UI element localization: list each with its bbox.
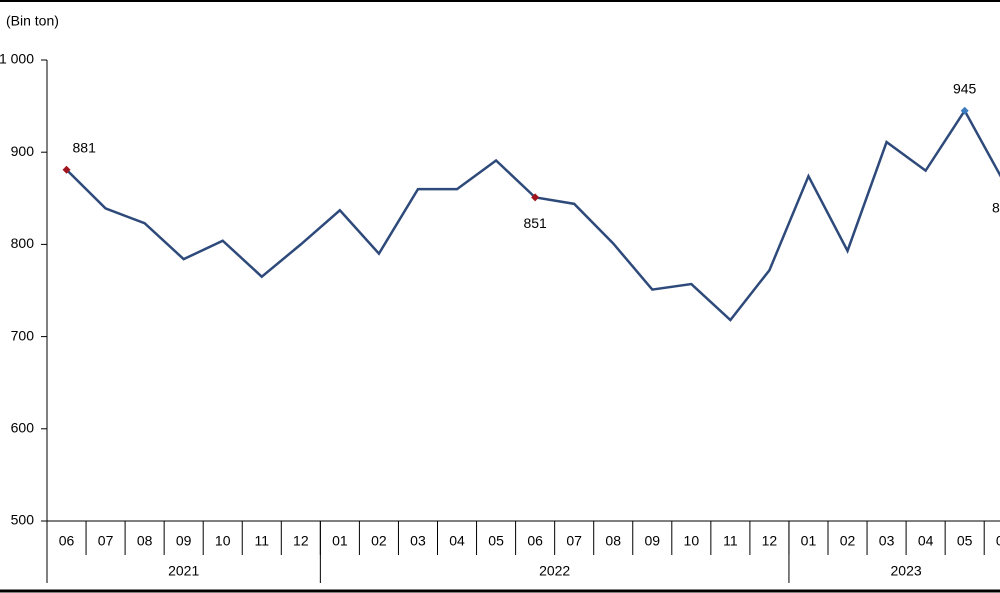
- point-marker: [62, 165, 71, 174]
- y-tick-label: 900: [11, 143, 35, 159]
- x-tick-label: 06: [996, 533, 1000, 549]
- point-marker: [531, 193, 540, 202]
- y-tick-label: 500: [11, 512, 35, 528]
- x-tick-label: 02: [371, 533, 387, 549]
- x-tick-label: 09: [644, 533, 660, 549]
- y-tick-label: 800: [11, 235, 35, 251]
- x-tick-label: 04: [918, 533, 934, 549]
- x-tick-label: 11: [723, 533, 738, 549]
- x-tick-label: 04: [449, 533, 465, 549]
- x-tick-label: 09: [176, 533, 192, 549]
- x-tick-label: 11: [255, 533, 270, 549]
- x-tick-label: 06: [59, 533, 75, 549]
- group-label: 2021: [168, 563, 199, 579]
- x-tick-label: 08: [605, 533, 621, 549]
- axis-label: (Bin ton): [6, 13, 59, 29]
- x-tick-label: 03: [410, 533, 426, 549]
- data-label: 868: [992, 199, 1000, 215]
- group-label: 2022: [539, 563, 570, 579]
- x-tick-label: 08: [137, 533, 153, 549]
- y-tick-label: 700: [11, 327, 35, 343]
- x-tick-label: 02: [840, 533, 856, 549]
- x-tick-label: 07: [98, 533, 114, 549]
- y-tick-label: 600: [11, 420, 35, 436]
- x-tick-label: 07: [566, 533, 582, 549]
- x-tick-label: 12: [293, 533, 309, 549]
- x-tick-label: 12: [762, 533, 778, 549]
- x-tick-label: 01: [801, 533, 817, 549]
- point-marker: [960, 106, 969, 115]
- x-tick-label: 05: [488, 533, 504, 549]
- x-tick-label: 01: [332, 533, 348, 549]
- x-tick-label: 10: [684, 533, 700, 549]
- x-tick-label: 06: [527, 533, 543, 549]
- group-label: 2023: [891, 563, 922, 579]
- data-label: 945: [953, 80, 977, 96]
- y-tick-label: 1 000: [0, 51, 34, 67]
- x-tick-label: 05: [957, 533, 973, 549]
- data-label: 851: [523, 215, 547, 231]
- x-tick-label: 10: [215, 533, 231, 549]
- data-label: 881: [73, 139, 97, 155]
- x-tick-label: 03: [879, 533, 895, 549]
